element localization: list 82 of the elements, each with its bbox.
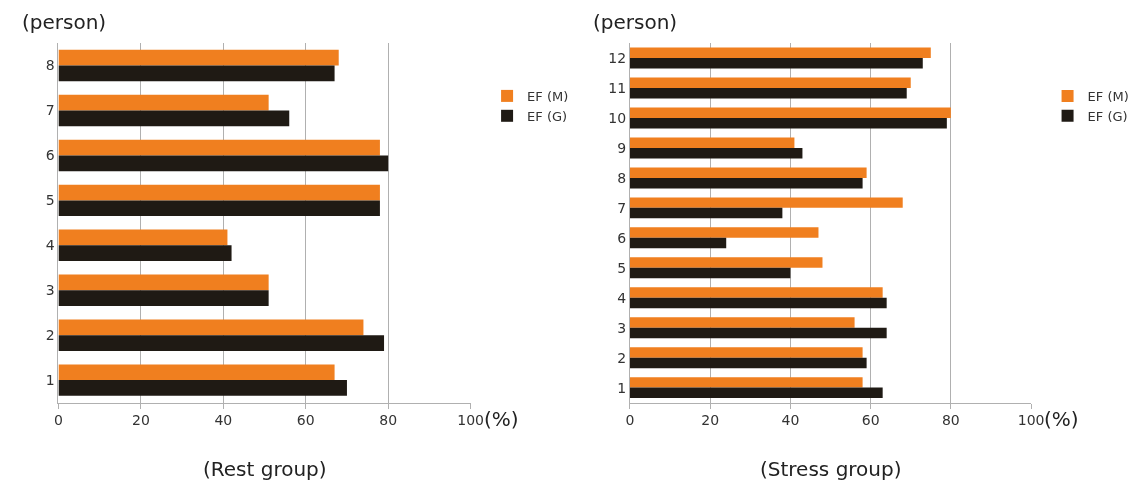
bar (58, 155, 389, 172)
y-tick-label: 9 (617, 139, 627, 156)
y-tick-label: 1 (45, 372, 55, 389)
bar (629, 227, 819, 238)
y-tick-label: 12 (608, 49, 627, 66)
bar (58, 139, 380, 156)
x-tick-label: 100 (457, 412, 484, 429)
bar (629, 118, 947, 129)
bar (629, 257, 823, 268)
bar (58, 94, 269, 111)
y-tick-label: 2 (45, 327, 55, 344)
y-tick-label: 5 (617, 259, 627, 276)
bar (629, 77, 911, 89)
y-tick-label: 10 (608, 109, 627, 126)
y-axis-title: (person) (593, 10, 678, 34)
bar (58, 274, 269, 291)
y-tick-label: 7 (617, 199, 627, 216)
y-tick-label: 3 (45, 282, 55, 299)
legend-label: EF (G) (1087, 108, 1128, 124)
y-tick-label: 8 (45, 57, 55, 74)
bar (629, 347, 863, 358)
bar (629, 267, 791, 279)
bar (629, 58, 923, 69)
y-tick-label: 6 (617, 229, 627, 246)
x-tick-label: 20 (131, 412, 150, 429)
x-tick-label: 80 (379, 412, 398, 429)
bar (629, 167, 867, 178)
text: (Rest group) (203, 457, 327, 481)
x-tick-label: 20 (701, 412, 720, 429)
y-axis-title: (person) (22, 10, 107, 34)
x-tick-label: 60 (861, 412, 880, 429)
x-tick-label: 0 (54, 412, 63, 429)
bar (629, 297, 887, 309)
legend-label: EF (G) (527, 108, 568, 124)
bar (629, 357, 867, 369)
bar (58, 184, 380, 201)
y-tick-label: 1 (617, 379, 627, 396)
legend-label: EF (M) (527, 88, 569, 104)
bar (58, 380, 347, 396)
y-tick-label: 5 (45, 192, 55, 209)
x-tick-label: 100 (1017, 412, 1045, 429)
bar (629, 327, 887, 339)
bar (58, 319, 364, 336)
x-tick-label: 60 (296, 412, 315, 429)
bar (629, 237, 727, 249)
y-tick-label: 11 (608, 79, 627, 96)
bar (629, 377, 863, 388)
bar (629, 107, 951, 118)
y-tick-label: 4 (617, 289, 627, 306)
y-tick-label: 2 (617, 349, 627, 366)
bar (58, 229, 228, 246)
bar (629, 88, 907, 99)
bar (629, 287, 883, 298)
bar (629, 317, 855, 328)
x-tick-label: 0 (625, 412, 635, 429)
x-axis-title: (%) (484, 407, 519, 431)
bar (58, 65, 335, 82)
bar (629, 177, 863, 189)
bar (629, 207, 783, 219)
y-tick-label: 8 (617, 169, 627, 186)
bar (629, 147, 803, 159)
x-axis-title: (%) (1044, 407, 1079, 431)
y-tick-label: 3 (617, 319, 627, 336)
x-tick-label: 80 (941, 412, 960, 429)
y-tick-label: 6 (45, 147, 55, 164)
bar (58, 290, 269, 306)
bar (58, 110, 290, 127)
bar (58, 49, 339, 66)
legend-label: EF (M) (1087, 88, 1129, 104)
text: (Stress group) (760, 457, 902, 481)
bar (58, 335, 385, 351)
x-tick-label: 40 (781, 412, 800, 429)
bar (629, 47, 931, 59)
bar (629, 197, 903, 208)
bar (58, 245, 232, 262)
x-tick-label: 40 (214, 412, 233, 429)
bar (58, 364, 335, 381)
y-tick-label: 7 (45, 102, 55, 119)
y-tick-label: 4 (45, 237, 55, 254)
bar (58, 200, 380, 217)
bar (629, 387, 883, 399)
bar (629, 137, 795, 148)
